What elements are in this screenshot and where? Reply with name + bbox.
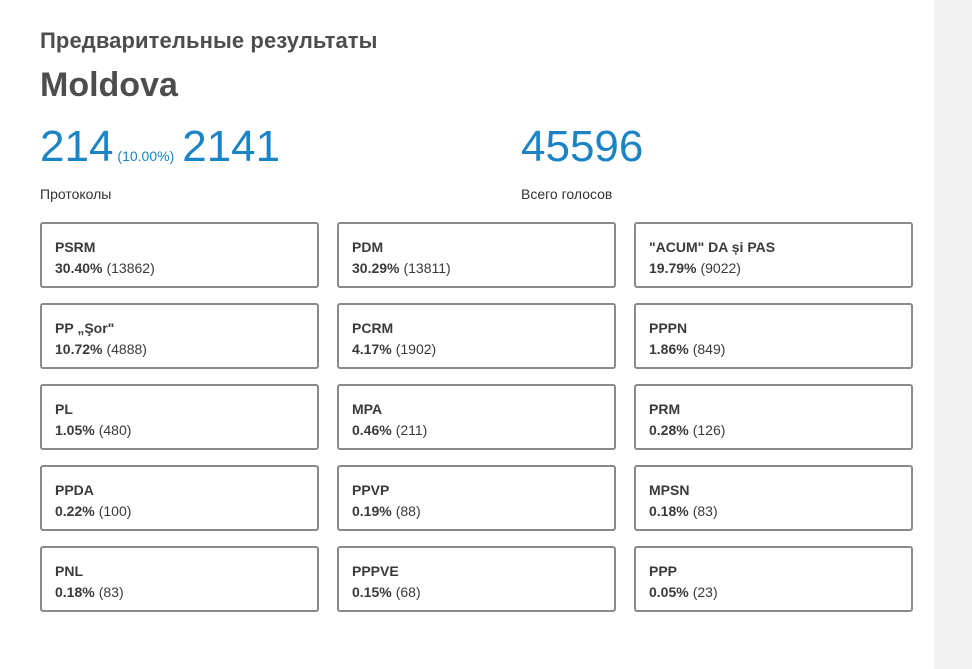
party-votes: (23) xyxy=(692,584,718,600)
region-title: Moldova xyxy=(40,66,178,104)
party-card: "ACUM" DA și PAS 19.79% (9022) xyxy=(634,222,913,288)
party-percent: 0.46% xyxy=(352,422,392,438)
party-card: MPA 0.46% (211) xyxy=(337,384,616,450)
party-name: PPPN xyxy=(649,320,688,336)
page-scroll-gutter xyxy=(934,0,972,669)
party-percent: 30.40% xyxy=(55,260,103,276)
party-votes: (849) xyxy=(692,341,726,357)
party-votes: (4888) xyxy=(106,341,147,357)
party-percent: 1.05% xyxy=(55,422,95,438)
party-percent: 0.22% xyxy=(55,503,95,519)
party-card: PPDA 0.22% (100) xyxy=(40,465,319,531)
votes-stat: 45596 Всего голосов xyxy=(521,122,644,203)
party-card: PNL 0.18% (83) xyxy=(40,546,319,612)
party-card: PP „Şor" 10.72% (4888) xyxy=(40,303,319,369)
party-votes: (9022) xyxy=(700,260,741,276)
party-card: PPP 0.05% (23) xyxy=(634,546,913,612)
party-percent: 10.72% xyxy=(55,341,103,357)
party-name: "ACUM" DA și PAS xyxy=(649,239,776,255)
party-name: PP „Şor" xyxy=(55,320,115,336)
party-name: PL xyxy=(55,401,73,417)
party-card: PPPVE 0.15% (68) xyxy=(337,546,616,612)
party-name: PSRM xyxy=(55,239,96,255)
votes-label: Всего голосов xyxy=(521,186,613,202)
party-percent: 1.86% xyxy=(649,341,689,357)
party-votes: (100) xyxy=(98,503,132,519)
party-votes: (480) xyxy=(98,422,132,438)
party-card: PDM 30.29% (13811) xyxy=(337,222,616,288)
party-votes: (83) xyxy=(692,503,718,519)
party-votes: (13862) xyxy=(106,260,155,276)
party-name: MPSN xyxy=(649,482,690,498)
party-percent: 0.28% xyxy=(649,422,689,438)
party-percent: 0.05% xyxy=(649,584,689,600)
party-votes: (68) xyxy=(395,584,421,600)
party-name: PNL xyxy=(55,563,83,579)
party-votes: (211) xyxy=(395,422,428,438)
party-votes: (13811) xyxy=(403,260,451,276)
party-card: PSRM 30.40% (13862) xyxy=(40,222,319,288)
party-card: PPPN 1.86% (849) xyxy=(634,303,913,369)
party-votes: (1902) xyxy=(395,341,437,357)
party-card: PCRM 4.17% (1902) xyxy=(337,303,616,369)
party-votes: (88) xyxy=(395,503,421,519)
party-percent: 19.79% xyxy=(649,260,697,276)
party-percent: 0.19% xyxy=(352,503,392,519)
page-subtitle: Предварительные результаты xyxy=(40,28,378,53)
party-results-grid: PSRM 30.40% (13862) PDM 30.29% (13811) "ACUM… xyxy=(40,222,913,612)
party-name: PPP xyxy=(649,563,678,579)
party-name: MPA xyxy=(352,401,383,417)
party-percent: 0.18% xyxy=(649,503,689,519)
party-card: PPVP 0.19% (88) xyxy=(337,465,616,531)
party-card: MPSN 0.18% (83) xyxy=(634,465,913,531)
protocols-processed: 214 xyxy=(40,122,114,171)
protocols-total: 2141 xyxy=(182,122,281,171)
protocols-label: Протоколы xyxy=(40,186,112,202)
party-percent: 30.29% xyxy=(352,260,400,276)
party-percent: 0.18% xyxy=(55,584,95,600)
party-name: PPDA xyxy=(55,482,94,498)
party-name: PPVP xyxy=(352,482,390,498)
party-percent: 0.15% xyxy=(352,584,392,600)
party-name: PCRM xyxy=(352,320,394,336)
party-name: PPPVE xyxy=(352,563,399,579)
protocols-percent: (10.00%) xyxy=(117,148,175,164)
party-name: PDM xyxy=(352,239,384,255)
party-votes: (126) xyxy=(692,422,726,438)
votes-total: 45596 xyxy=(521,122,644,171)
party-percent: 4.17% xyxy=(352,341,392,357)
party-name: PRM xyxy=(649,401,681,417)
party-card: PRM 0.28% (126) xyxy=(634,384,913,450)
party-votes: (83) xyxy=(98,584,124,600)
protocols-stat: 214 (10.00%) 2141 Протоколы xyxy=(40,122,281,203)
party-card: PL 1.05% (480) xyxy=(40,384,319,450)
